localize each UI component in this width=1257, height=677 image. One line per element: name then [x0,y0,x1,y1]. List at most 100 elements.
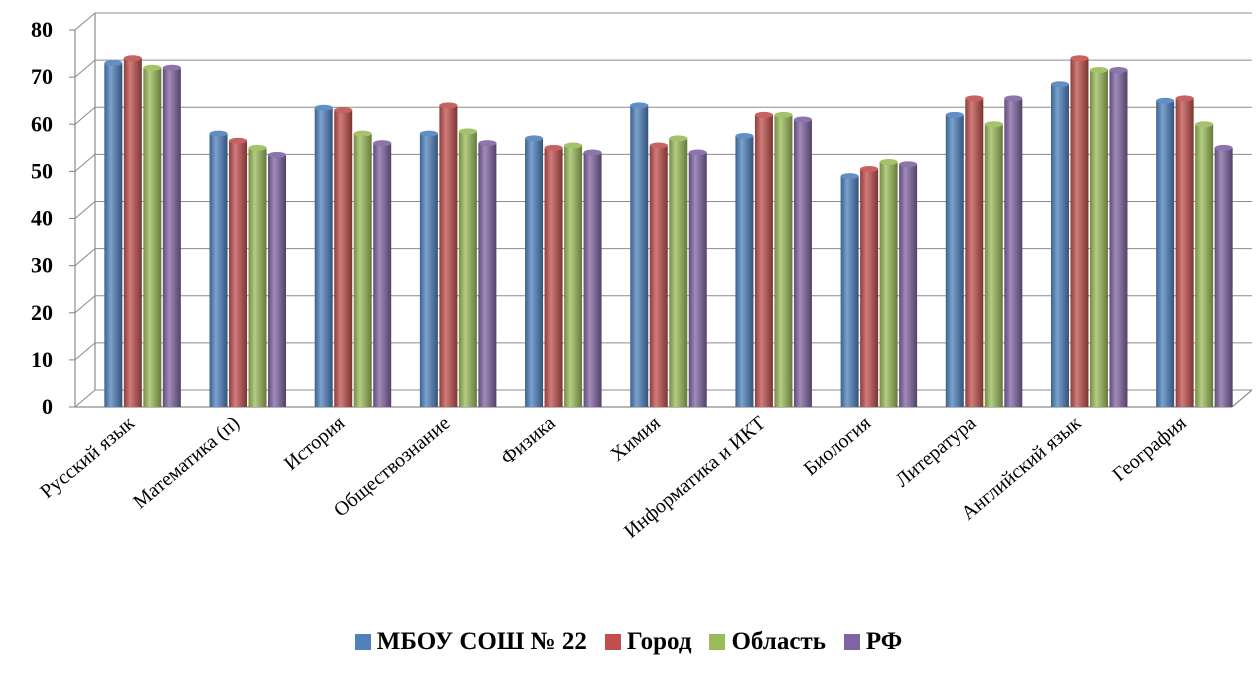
bar-5-0 [630,105,649,408]
x-tick-label: Русский язык [36,412,139,503]
bar-6-3 [793,119,812,407]
bar-top-3-3 [478,140,497,147]
bar-top-2-0 [314,104,333,111]
x-tick-label: Литература [891,412,980,492]
bar-4-1 [544,147,563,407]
bar-top-9-2 [1089,67,1108,74]
y-axis-ticks: 0 10 20 30 40 50 60 70 80 [31,17,75,419]
bar-top-4-1 [544,144,563,151]
bar-7-2 [879,161,898,407]
bar-9-2 [1089,70,1108,408]
bar-top-6-0 [735,133,754,140]
bar-top-4-2 [564,142,583,149]
bar-7-1 [860,169,879,407]
bar-10-2 [1195,124,1214,407]
bar-top-1-1 [229,137,248,144]
bar-2-0 [314,107,333,407]
bar-4-2 [564,145,583,408]
legend-item: МБОУ СОШ № 22 [354,628,587,656]
legend-label: РФ [865,628,903,655]
bar-2-3 [373,143,392,407]
bar-top-9-3 [1109,67,1128,74]
bar-top-1-0 [209,130,228,137]
bar-top-3-1 [439,102,458,109]
bar-7-3 [899,164,918,407]
bar-top-5-0 [630,102,649,109]
bar-8-2 [984,124,1003,407]
bar-2-1 [334,110,353,408]
bar-top-7-3 [899,161,918,168]
gridline-80 [74,12,1252,31]
bar-3-0 [419,133,438,408]
bar-1-3 [268,154,287,407]
bar-2-2 [353,133,372,408]
bar-3-3 [478,143,497,407]
y-tick-label: 50 [31,158,53,183]
x-tick-label: Физика [497,412,560,470]
bar-0-0 [104,62,123,408]
bar-top-0-2 [143,64,162,71]
bar-8-0 [945,114,964,407]
y-tick-label: 60 [31,111,53,136]
bar-9-0 [1050,84,1069,407]
bar-top-8-2 [984,121,1003,128]
y-tick-label: 70 [31,64,53,89]
bar-top-10-0 [1156,97,1175,104]
bar-0-2 [143,67,162,407]
x-tick-label: География [1108,412,1190,486]
gridline-60 [74,106,1252,125]
legend-swatch [709,634,726,650]
y-tick-label: 20 [31,300,53,325]
bar-6-1 [754,114,773,407]
gridline-70 [74,59,1252,78]
y-tick-label: 40 [31,206,53,231]
bar-1-2 [248,147,267,407]
y-tick-label: 80 [31,17,53,42]
x-tick-label: История [280,412,349,475]
legend-label: МБОУ СОШ № 22 [376,628,587,655]
bar-10-0 [1156,100,1175,407]
bar-top-8-3 [1004,95,1023,102]
bar-1-0 [209,133,228,408]
bar-top-9-1 [1070,55,1089,62]
bar-top-1-2 [248,144,267,151]
bar-top-2-1 [334,107,353,114]
bar-top-7-1 [860,166,879,173]
bar-0-1 [123,58,142,408]
bar-top-7-2 [879,158,898,165]
gridline-50 [74,153,1252,172]
bar-top-2-2 [353,130,372,137]
legend-swatch [843,634,860,650]
bar-0-3 [162,67,181,407]
bar-3-2 [458,131,477,407]
bar-6-2 [774,114,793,407]
y-tick-label: 0 [42,394,53,419]
bar-top-5-2 [669,135,688,142]
bar-top-6-2 [774,111,793,118]
bar-top-4-0 [525,135,544,142]
x-tick-label: Биология [800,412,875,480]
bar-7-0 [840,176,859,407]
bar-8-3 [1004,98,1023,408]
bar-top-10-2 [1195,121,1214,128]
bar-4-3 [583,152,602,407]
bar-9-3 [1109,70,1128,408]
bar-top-10-1 [1175,95,1194,102]
bar-top-2-3 [373,140,392,147]
bar-chart: 0 10 20 30 40 50 60 70 80 Русский языкМатематика… [31,12,1253,543]
bar-8-1 [965,98,984,408]
bar-5-2 [669,138,688,407]
bars [104,55,1233,408]
bar-top-9-0 [1050,81,1069,88]
bar-top-0-3 [162,64,181,71]
legend-swatch [354,634,371,650]
y-tick-label: 10 [31,347,53,372]
legend: МБОУ СОШ № 22 Город Область РФ [0,628,1257,656]
gridlines [74,12,1252,408]
y-tick-label: 30 [31,253,53,278]
bar-top-5-1 [649,142,668,149]
bar-top-6-1 [754,111,773,118]
floor-right-edge [1231,389,1253,408]
bar-top-10-3 [1214,144,1233,151]
